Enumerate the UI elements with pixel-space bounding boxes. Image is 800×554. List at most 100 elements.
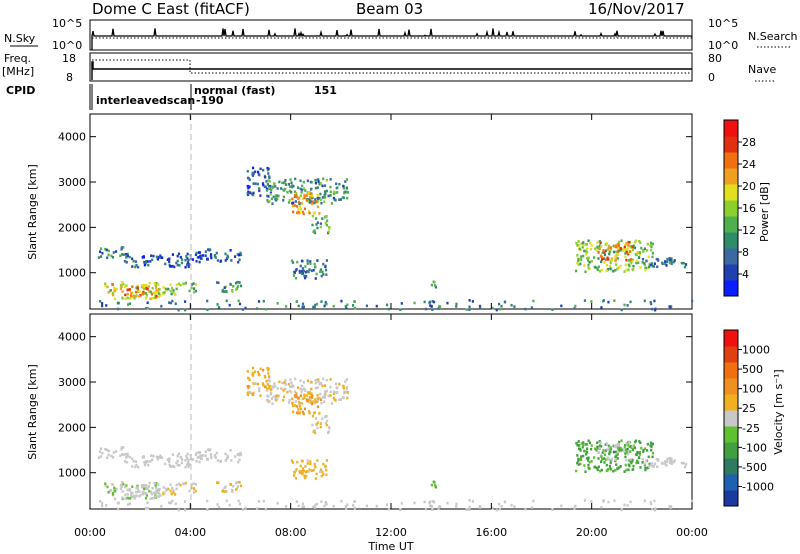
- velocity-cell: [602, 457, 606, 460]
- power-cell: [145, 284, 148, 287]
- power-cell: [151, 258, 154, 262]
- power-cell: [651, 264, 654, 268]
- power-cell: [604, 243, 607, 246]
- power-cell: [668, 261, 672, 265]
- power-cell: [297, 210, 300, 214]
- velocity-cell: [199, 454, 202, 458]
- power-cell: [620, 308, 623, 312]
- power-cell: [639, 241, 642, 244]
- cpid-panel: CPID interleavedscan normal (fast) 151 -…: [6, 84, 337, 110]
- velocity-cell: [126, 496, 129, 500]
- velocity-cell: [423, 500, 426, 504]
- velocity-cell: [162, 492, 165, 496]
- power-cell: [106, 285, 109, 289]
- power-cell: [625, 268, 628, 272]
- power-cell: [169, 265, 172, 268]
- velocity-cell: [315, 502, 319, 506]
- velocity-cell: [226, 454, 229, 458]
- velocity-cell: [600, 506, 603, 509]
- power-cell: [597, 265, 600, 269]
- power-cell: [339, 198, 343, 201]
- power-cell: [305, 194, 308, 197]
- power-cell: [138, 290, 141, 293]
- power-cell: [291, 201, 294, 205]
- velocity-cell: [304, 470, 308, 474]
- velocity-cell: [668, 505, 671, 508]
- velocity-cell: [320, 401, 323, 405]
- velocity-cell: [134, 465, 137, 469]
- velocity-cell: [128, 502, 131, 506]
- power-cell: [551, 308, 554, 311]
- power-cell: [609, 247, 613, 251]
- velocity-cell: [134, 460, 138, 463]
- power-cell: [651, 242, 655, 246]
- velocity-cell: [121, 496, 124, 500]
- velocity-cell: [510, 503, 513, 507]
- velocity-cell: [642, 448, 645, 452]
- power-cell: [314, 178, 317, 182]
- velocity-cell: [665, 464, 668, 467]
- power-cell: [258, 173, 261, 177]
- velocity-cell: [144, 496, 148, 500]
- velocity-cell: [648, 465, 651, 469]
- power-data: [97, 166, 694, 312]
- power-cell: [666, 260, 669, 264]
- power-cell: [648, 265, 651, 269]
- power-cell: [324, 215, 327, 218]
- power-cell: [230, 259, 233, 262]
- power-cell: [429, 304, 432, 307]
- velocity-cell: [177, 482, 180, 486]
- power-cell: [301, 184, 304, 188]
- power-cell: [434, 284, 437, 287]
- power-cell: [307, 270, 310, 274]
- power-cell: [644, 268, 647, 272]
- velocity-cell: [332, 390, 336, 394]
- velocity-cell: [638, 453, 642, 456]
- cpid-segment-1-name: interleavedscan: [96, 94, 195, 107]
- velocity-cell: [606, 458, 610, 461]
- power-cell: [627, 263, 630, 267]
- power-cell: [577, 259, 580, 263]
- velocity-cell: [314, 477, 317, 480]
- power-cell: [670, 262, 673, 266]
- velocity-cell: [323, 393, 326, 397]
- velocity-cell: [267, 372, 270, 375]
- power-cell: [125, 260, 128, 264]
- velocity-cell: [608, 450, 611, 453]
- power-cell: [266, 198, 269, 202]
- velocity-cell: [311, 400, 315, 403]
- velocity-cell: [163, 491, 166, 494]
- velocity-cell: [649, 444, 652, 447]
- power-cell: [231, 290, 234, 293]
- colorbar-swatch: [724, 426, 738, 443]
- velocity-cell: [224, 459, 227, 462]
- power-cell: [155, 289, 158, 292]
- power-cell: [629, 258, 632, 261]
- power-cell: [584, 270, 587, 274]
- velocity-cell: [629, 444, 633, 448]
- velocity-cell: [210, 456, 213, 460]
- power-cell: [100, 304, 104, 308]
- velocity-cell: [168, 501, 171, 504]
- power-cell: [122, 282, 125, 286]
- velocity-cell: [587, 439, 590, 443]
- power-cell: [578, 247, 581, 251]
- velocity-cell: [139, 493, 142, 497]
- power-cell: [334, 198, 337, 202]
- velocity-cell: [175, 461, 178, 465]
- velocity-cell: [650, 502, 653, 506]
- power-cell: [294, 194, 298, 197]
- velocity-cell: [310, 469, 313, 473]
- velocity-cell: [172, 491, 175, 494]
- power-cell: [619, 249, 622, 252]
- power-cell: [172, 291, 175, 294]
- velocity-cell: [651, 442, 655, 446]
- nsearch-tick-low: 10^0: [708, 39, 738, 52]
- power-cell: [223, 290, 226, 293]
- velocity-cell: [282, 388, 285, 392]
- power-cell: [161, 256, 164, 260]
- velocity-cell: [133, 497, 136, 500]
- velocity-cell: [666, 460, 669, 464]
- power-cell: [645, 249, 649, 252]
